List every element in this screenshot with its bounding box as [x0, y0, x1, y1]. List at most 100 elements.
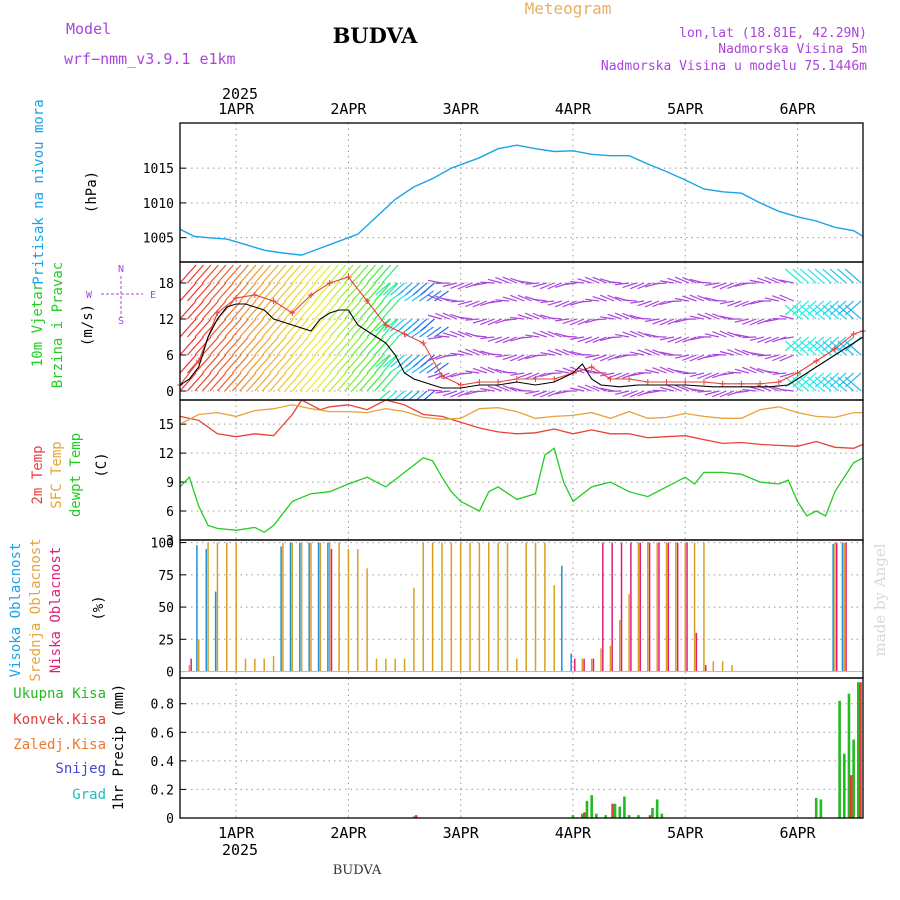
wind-arrow: [682, 336, 697, 343]
wind-arrow: [426, 326, 442, 338]
gust-marker: [663, 379, 670, 385]
wind-arrow: [378, 390, 390, 400]
wind-arrow: [194, 372, 212, 392]
wind-arrow: [420, 282, 435, 296]
wind-arrow: [822, 304, 840, 320]
precip-total-bar: [613, 803, 617, 818]
wind-arrow: [472, 390, 487, 393]
wind-arrow: [510, 372, 525, 376]
wind-arrow: [284, 354, 302, 374]
wind-arrow: [614, 390, 630, 395]
wind-arrow: [502, 385, 518, 392]
wind-arrow: [757, 318, 772, 325]
model-name: wrf−nmm_v3.9.1 e1km: [64, 50, 236, 68]
wind-arrow: [667, 318, 682, 325]
gust-marker: [233, 295, 240, 301]
wind-arrow: [562, 335, 577, 338]
wind-arrow: [246, 318, 264, 338]
wind-arrow: [502, 354, 518, 361]
wind-arrow: [276, 264, 294, 284]
wind-arrow: [517, 354, 533, 362]
wind-arrow: [321, 282, 339, 302]
wind-arrow: [276, 354, 294, 374]
y-tick-label: 25: [158, 633, 174, 648]
precip-total-bar: [857, 682, 860, 818]
gust-marker: [775, 379, 782, 385]
y-tick-label: 1005: [143, 232, 174, 247]
wind-arrow: [180, 354, 197, 374]
wind-arrow: [442, 332, 458, 338]
wind-arrow: [540, 352, 555, 356]
wind-arrow: [697, 354, 712, 361]
gust-marker: [626, 376, 633, 382]
wind-arrow: [712, 313, 727, 320]
wind-arrow: [719, 350, 735, 356]
wind-arrow: [239, 372, 257, 392]
precip-panel: 0 0.2 0.4 0.6 0.8: [151, 677, 864, 827]
precip-total-bar: [852, 739, 855, 818]
wind-arrow: [216, 372, 234, 392]
wind-arrow: [837, 300, 855, 316]
wind-arrow: [779, 279, 794, 284]
y-tick-label: 0: [166, 666, 174, 681]
wind-arrow: [674, 384, 690, 392]
pressure-ylabel: Pritisak na nivou mora: [31, 99, 47, 284]
wind-arrow: [194, 336, 212, 356]
wind-arrow: [719, 282, 735, 290]
wind-arrow: [366, 372, 384, 392]
precip-total-bar: [847, 693, 851, 818]
precip-total-bar: [637, 815, 640, 818]
model-elevation-label: Nadmorska Visina u modelu 75.1446m: [601, 59, 867, 74]
gust-marker: [326, 280, 333, 286]
wind-arrow: [306, 354, 324, 374]
wind-arrow: [502, 296, 517, 302]
wind-arrow: [784, 336, 802, 352]
wind-arrow: [465, 318, 480, 321]
wind-arrow: [652, 389, 667, 392]
wind-arrow: [239, 336, 257, 356]
wind-arrow: [254, 282, 272, 302]
wind-arrow: [231, 336, 249, 356]
cloud-ylabel-mid: Srednja Oblacnost: [28, 538, 44, 681]
wind-arrow: [246, 282, 264, 302]
wind-arrow: [457, 350, 473, 356]
wind-arrow: [209, 264, 227, 284]
wind-arrow: [667, 336, 682, 343]
wind-arrow: [261, 264, 279, 284]
wind-arrow: [381, 354, 399, 374]
gust-marker: [551, 376, 558, 382]
wind-arrow: [844, 304, 862, 320]
wind-arrow: [734, 300, 750, 308]
wind-arrow: [562, 300, 577, 308]
gust-marker: [719, 380, 726, 387]
wind-arrow: [584, 384, 600, 392]
wind-arrow: [314, 336, 332, 356]
wind-arrow: [614, 372, 630, 380]
wind-arrow: [487, 278, 503, 284]
y-tick-label: 0.2: [151, 783, 174, 798]
wind-arrow: [779, 336, 794, 340]
wind-arrow: [180, 318, 197, 338]
wind-arrow: [457, 300, 473, 306]
wind-arrow: [822, 372, 840, 388]
wind-arrow: [814, 304, 832, 320]
wind-arrow: [764, 297, 779, 302]
wind-arrow: [382, 354, 398, 368]
wind-arrow: [254, 318, 272, 338]
wind-arrow: [682, 276, 697, 284]
x-tick-label-bottom: 3APR: [443, 824, 480, 842]
wind-arrow: [749, 279, 764, 284]
wind-arrow: [495, 384, 510, 392]
wind-arrow: [622, 372, 637, 379]
wind-arrow: [291, 282, 309, 302]
wind-arrow: [465, 282, 480, 289]
product-title: Meteogram: [525, 0, 612, 18]
wind-arrow: [837, 268, 855, 284]
wind-arrow: [434, 362, 449, 374]
wind-arrow: [807, 340, 825, 356]
wind-arrow: [246, 354, 264, 374]
wind-arrow: [269, 264, 287, 284]
wind-arrow: [359, 354, 377, 374]
wind-arrow: [180, 264, 197, 284]
y-tick-label: 6: [166, 505, 174, 520]
